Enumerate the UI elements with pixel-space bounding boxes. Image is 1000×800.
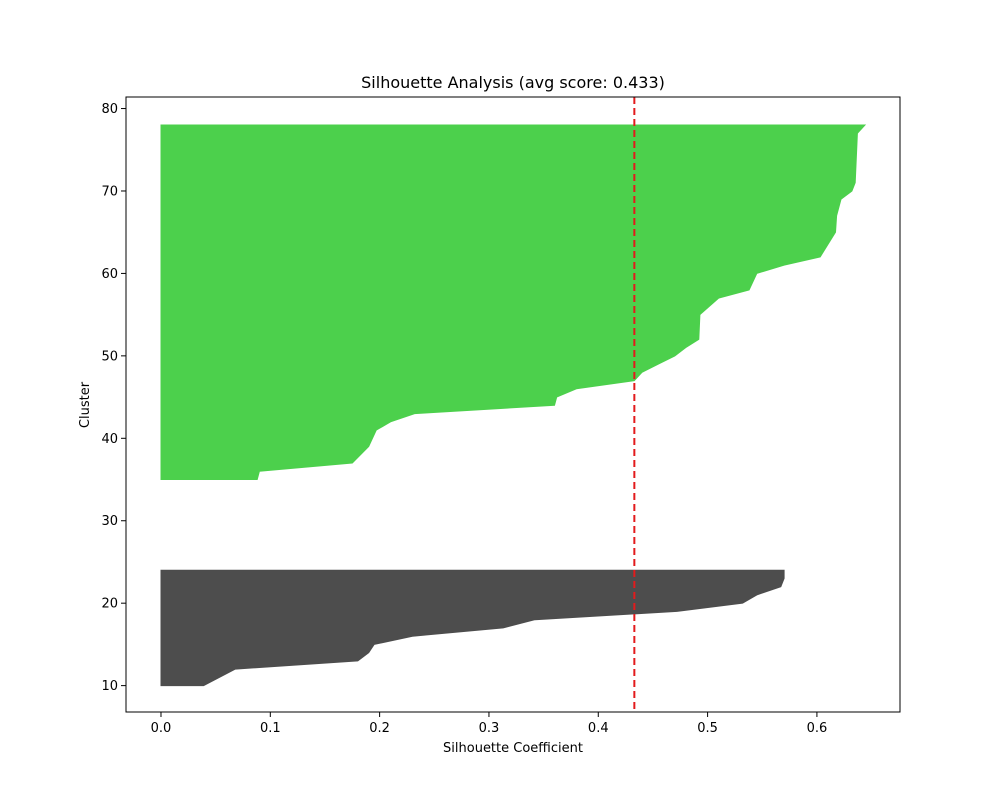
x-tick-label: 0.0 <box>151 721 172 736</box>
y-tick-label: 60 <box>101 267 118 282</box>
x-tick-label: 0.2 <box>369 721 390 736</box>
cluster-1-silhouette <box>160 124 867 480</box>
y-tick-label: 70 <box>101 184 118 199</box>
y-axis-label: Cluster <box>78 381 93 428</box>
y-tick-label: 50 <box>101 349 118 364</box>
x-axis-ticks: 0.0 0.1 0.2 0.3 0.4 0.5 0.6 <box>151 712 828 736</box>
cluster-0-silhouette <box>160 569 785 687</box>
x-tick-label: 0.3 <box>479 721 500 736</box>
y-tick-label: 20 <box>101 597 118 612</box>
x-tick-label: 0.6 <box>807 721 828 736</box>
y-tick-label: 40 <box>101 432 118 447</box>
x-axis-label: Silhouette Coefficient <box>443 741 583 756</box>
x-tick-label: 0.4 <box>588 721 609 736</box>
y-tick-label: 30 <box>101 514 118 529</box>
chart-title: Silhouette Analysis (avg score: 0.433) <box>361 73 665 92</box>
x-tick-label: 0.1 <box>260 721 281 736</box>
y-tick-label: 10 <box>101 679 118 694</box>
plot-frame <box>125 96 901 713</box>
y-tick-label: 80 <box>101 102 118 117</box>
y-axis-ticks: 10 20 30 40 50 60 70 80 <box>101 102 126 694</box>
cluster-areas <box>160 124 867 687</box>
x-tick-label: 0.5 <box>697 721 718 736</box>
